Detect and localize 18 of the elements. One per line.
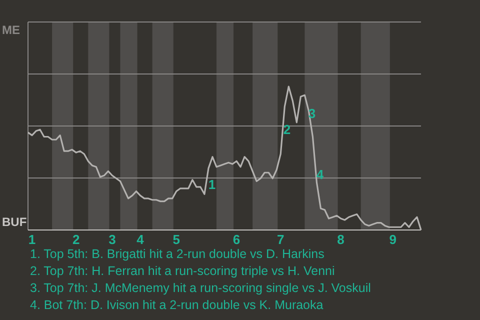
x-tick-label: 4 bbox=[136, 232, 145, 247]
text: ME bbox=[2, 23, 20, 37]
x-tick-label: 2 bbox=[72, 232, 80, 247]
annotation: 4 bbox=[316, 167, 324, 182]
x-tick-label: 3 bbox=[108, 232, 116, 247]
x-tick-label: 9 bbox=[389, 232, 397, 247]
x-tick-label: 7 bbox=[277, 232, 284, 247]
annotation: 2 bbox=[283, 122, 291, 137]
text: 4. Bot 7th: D. Ivison hit a 2-run double vs K. Muraoka bbox=[30, 298, 324, 312]
text: BUF bbox=[2, 215, 27, 229]
text: 3. Top 7th: J. McMenemy hit a run-scoring single vs J. Voskuil bbox=[30, 281, 371, 295]
x-tick-label: 8 bbox=[337, 232, 344, 247]
annotation: 1 bbox=[208, 177, 216, 192]
x-tick-label: 1 bbox=[28, 232, 36, 247]
x-tick-label: 5 bbox=[172, 232, 180, 247]
x-tick-label: 6 bbox=[232, 232, 240, 247]
text: 1. Top 5th: B. Brigatti hit a 2-run double vs D. Harkins bbox=[30, 247, 324, 261]
text: 2. Top 7th: H. Ferran hit a run-scoring triple vs H. Venni bbox=[30, 264, 335, 278]
